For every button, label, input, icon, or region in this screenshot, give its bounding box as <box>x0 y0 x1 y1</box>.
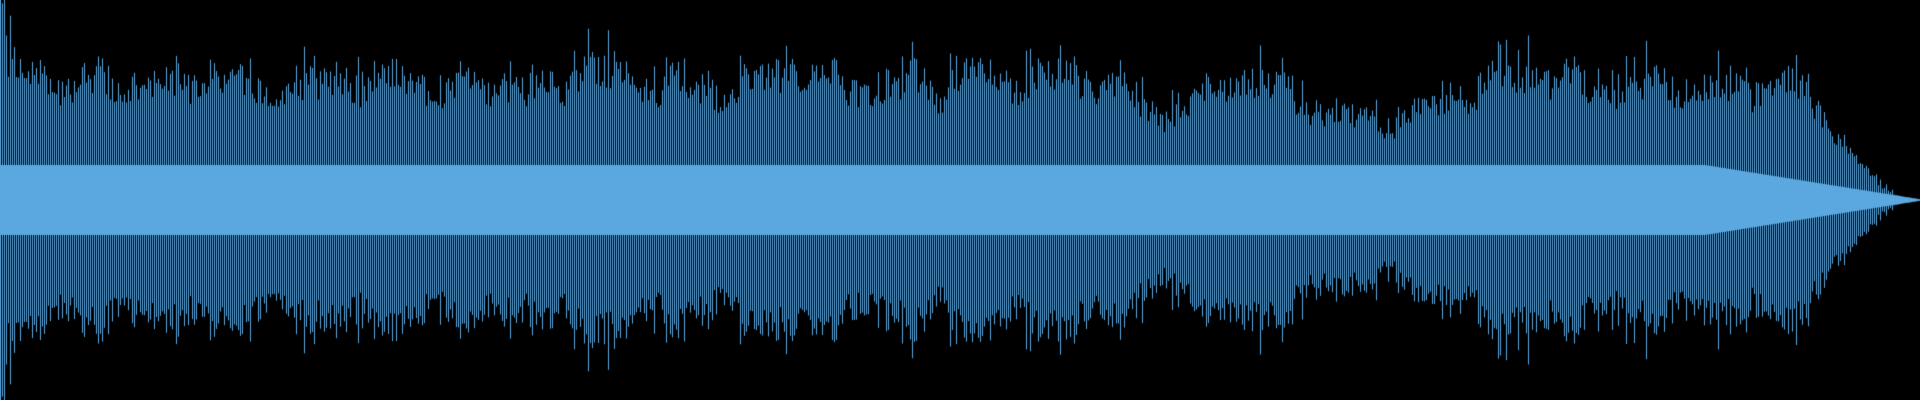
waveform-viewer[interactable] <box>0 0 1920 400</box>
audio-waveform-canvas[interactable] <box>0 0 1920 400</box>
